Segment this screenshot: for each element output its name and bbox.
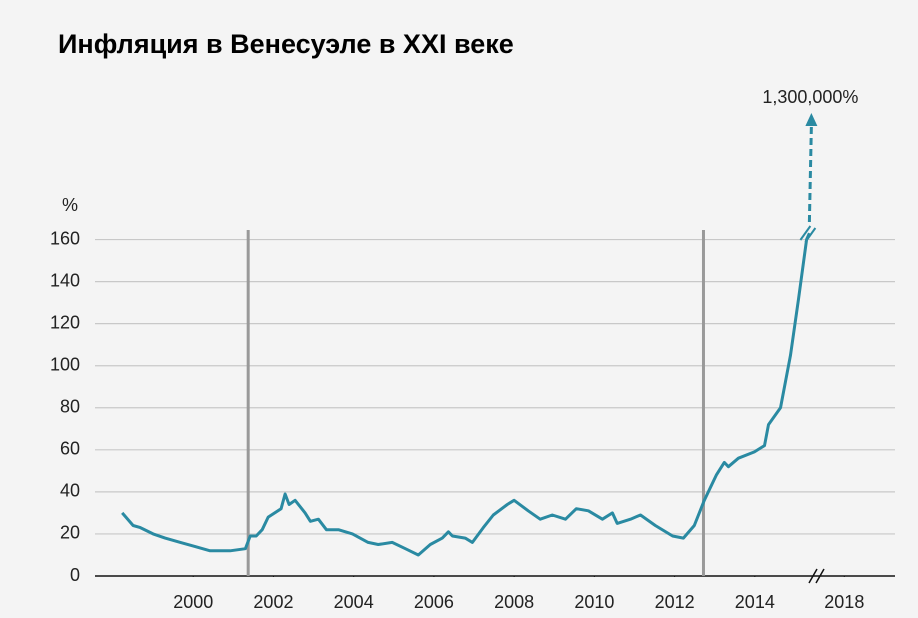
y-tick-label: 40 — [60, 481, 80, 501]
x-tick-label: 2012 — [655, 592, 695, 612]
y-tick-label: 140 — [50, 270, 80, 290]
y-axis-label: % — [62, 195, 78, 215]
line-break — [804, 227, 817, 243]
chart-title: Инфляция в Венесуэле в XXI веке — [58, 29, 514, 59]
y-tick-label: 80 — [60, 397, 80, 417]
x-tick-label: 2000 — [173, 592, 213, 612]
x-tick-label: 2018 — [824, 592, 864, 612]
y-tick-label: 100 — [50, 354, 80, 374]
x-tick-label: 2008 — [494, 592, 534, 612]
x-tick-label: 2004 — [334, 592, 374, 612]
line-break — [799, 225, 812, 241]
x-tick-label: 2010 — [574, 592, 614, 612]
y-tick-label: 120 — [50, 312, 80, 332]
data-line — [121, 232, 811, 557]
y-tick-label: 60 — [60, 439, 80, 459]
axis-break — [808, 568, 818, 584]
annotation-label: 1,300,000% — [762, 87, 858, 107]
axis-break — [815, 568, 825, 584]
y-tick-label: 20 — [60, 523, 80, 543]
y-tick-label: 160 — [50, 228, 80, 248]
arrow-head — [805, 113, 818, 126]
x-tick-label: 2002 — [253, 592, 293, 612]
x-tick-label: 2006 — [414, 592, 454, 612]
x-tick-label: 2014 — [735, 592, 775, 612]
annotation-arrow — [807, 125, 813, 223]
y-tick-label: 0 — [70, 565, 80, 585]
